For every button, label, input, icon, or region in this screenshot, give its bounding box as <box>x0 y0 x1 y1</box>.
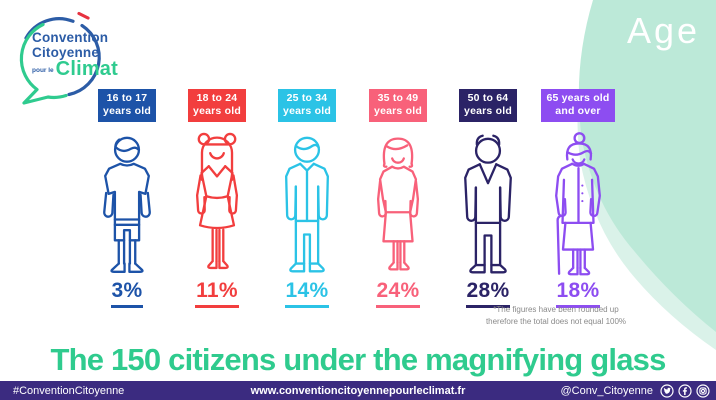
percentage: 14% <box>264 279 350 309</box>
facebook-icon[interactable] <box>678 383 692 398</box>
website-url[interactable]: www.conventioncitoyennepourleclimat.fr <box>250 384 466 397</box>
age-group-label: 65 years old and over <box>541 89 615 123</box>
age-group-column: 35 to 49 years old 24% <box>355 89 441 309</box>
age-group-column: 25 to 34 years old 14% <box>264 89 350 309</box>
age-range-suffix: and over <box>555 105 601 118</box>
age-group-column: 18 to 24 years old 11% <box>174 89 260 309</box>
age-range: 50 to 64 <box>467 92 509 104</box>
percentage: 18% <box>532 279 624 309</box>
age-group-label: 18 to 24 years old <box>188 89 246 123</box>
twitter-handle: @Conv_Citoyenne <box>560 384 654 397</box>
percentage: 11% <box>174 279 260 309</box>
percentage: 3% <box>84 279 170 309</box>
logo-line-1: Convention <box>32 30 109 45</box>
age-range-suffix: years old <box>374 105 422 118</box>
footer-bar: #ConventionCitoyenne www.conventioncitoy… <box>0 381 716 400</box>
logo-climat: Climat <box>55 58 118 81</box>
speech-bubble-icon <box>19 11 101 105</box>
person-young-man-icon <box>285 136 329 273</box>
age-group-label: 25 to 34 years old <box>278 89 336 123</box>
hashtag: #ConventionCitoyenne <box>13 384 125 397</box>
person-teen-boy-icon <box>103 136 151 274</box>
age-range-suffix: years old <box>464 105 512 118</box>
percentage-value: 3% <box>110 279 144 309</box>
age-group-column: 50 to 64 years old 28% <box>445 89 531 309</box>
person-elderly-woman-icon <box>555 132 601 276</box>
age-group-label: 35 to 49 years old <box>369 89 427 123</box>
age-range: 65 years old <box>546 92 610 104</box>
logo-line-2: Citoyenne <box>32 44 100 60</box>
percentage-value: 11% <box>195 279 239 309</box>
twitter-icon[interactable] <box>660 383 674 398</box>
age-range-suffix: years old <box>283 105 331 118</box>
age-range-suffix: years old <box>193 105 241 118</box>
age-group-label: 50 to 64 years old <box>459 89 517 123</box>
logo: Convention Citoyenne pour le Climat <box>10 10 122 110</box>
age-range: 35 to 49 <box>377 92 419 104</box>
age-range: 25 to 34 <box>286 92 328 104</box>
main-title: The 150 citizens under the magnifying gl… <box>50 342 666 377</box>
footnote-line-1: *The figures have been rounded up <box>493 305 619 314</box>
percentage: 28% <box>445 279 531 309</box>
age-group-column: 16 to 17 years old 3% <box>84 89 170 309</box>
person-older-man-icon <box>464 134 512 274</box>
age-heading: Age <box>626 10 700 51</box>
percentage: 24% <box>355 279 441 309</box>
percentage-value: 18% <box>555 279 601 309</box>
percentage-value: 24% <box>375 279 421 309</box>
age-group-label: 16 to 17 years old <box>98 89 156 123</box>
age-range: 18 to 24 <box>196 92 238 104</box>
age-group-column: 65 years old and over <box>532 89 624 309</box>
logo-pour-le: pour le <box>32 66 54 74</box>
instagram-icon[interactable] <box>696 383 710 398</box>
percentage-value: 28% <box>465 279 511 309</box>
person-young-woman-icon <box>195 133 239 270</box>
percentage-value: 14% <box>284 279 330 309</box>
footnote: *The figures have been rounded up theref… <box>458 304 654 328</box>
footnote-line-2: therefore the total does not equal 100% <box>485 317 627 326</box>
person-adult-woman-icon <box>376 137 420 271</box>
logo-text: Convention Citoyenne pour le Climat <box>32 30 118 81</box>
age-range: 16 to 17 <box>106 92 148 104</box>
age-range-suffix: years old <box>103 105 151 118</box>
